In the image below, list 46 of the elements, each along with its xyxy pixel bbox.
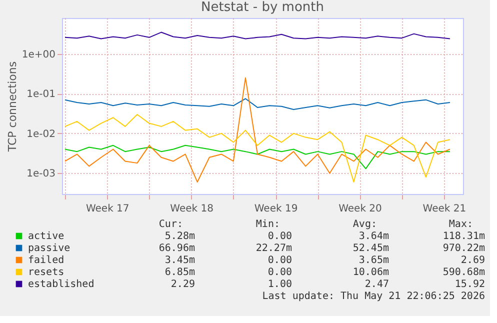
x-tick-label: Week 20: [338, 204, 382, 214]
text: 3.45m: [164, 255, 195, 266]
text: 5.28m: [164, 231, 195, 242]
text: 0.00: [268, 267, 292, 278]
text: 118.31m: [442, 231, 485, 242]
text: 6.85m: [164, 267, 195, 278]
line-series: [64, 98, 450, 110]
y-tick-label: 1e+00: [22, 49, 56, 60]
y-tick-label: 1e-01: [26, 89, 56, 100]
line-series: [64, 77, 450, 183]
text: 590.68m: [442, 267, 485, 278]
text: 15.92: [454, 279, 485, 290]
x-tick-label: Week 17: [86, 204, 130, 214]
line-series: [64, 32, 450, 40]
text: Min:: [256, 219, 280, 230]
y-tick-label: 1e-02: [26, 128, 56, 140]
x-tick-label: Week 21: [422, 204, 466, 214]
text: 1.00: [268, 279, 292, 290]
text: 2.29: [170, 279, 195, 290]
line-series: [64, 114, 450, 183]
text: Cur:: [158, 219, 183, 230]
text: 0.00: [268, 231, 292, 242]
text: 10.06m: [352, 267, 389, 278]
x-tick-label: Week 18: [170, 204, 214, 214]
text: Max:: [448, 219, 473, 230]
legend-label: established: [28, 279, 94, 290]
x-tick-label: Week 19: [254, 204, 298, 214]
legend-label: passive: [28, 243, 70, 254]
y-tick-label: 1e-03: [26, 168, 56, 180]
text: 2.47: [364, 279, 389, 290]
legend-label: active: [28, 231, 64, 242]
text: 66.96m: [158, 243, 195, 254]
text: 22.27m: [256, 243, 292, 254]
text: 970.22m: [442, 243, 485, 254]
text: 3.64m: [358, 231, 389, 242]
text: 52.45m: [352, 243, 389, 254]
text: Avg:: [352, 219, 377, 230]
text: Last update: Thu May 21 22:06:25 2026: [262, 291, 485, 302]
line-series: [64, 144, 450, 170]
chart-title: Netstat - by month: [201, 0, 324, 15]
text: 0.00: [268, 255, 292, 266]
legend-label: failed: [28, 255, 64, 266]
y-axis-title: TCP connections: [6, 61, 19, 153]
text: 2.69: [460, 255, 485, 266]
legend-label: resets: [28, 267, 64, 278]
text: 3.65m: [358, 255, 389, 266]
